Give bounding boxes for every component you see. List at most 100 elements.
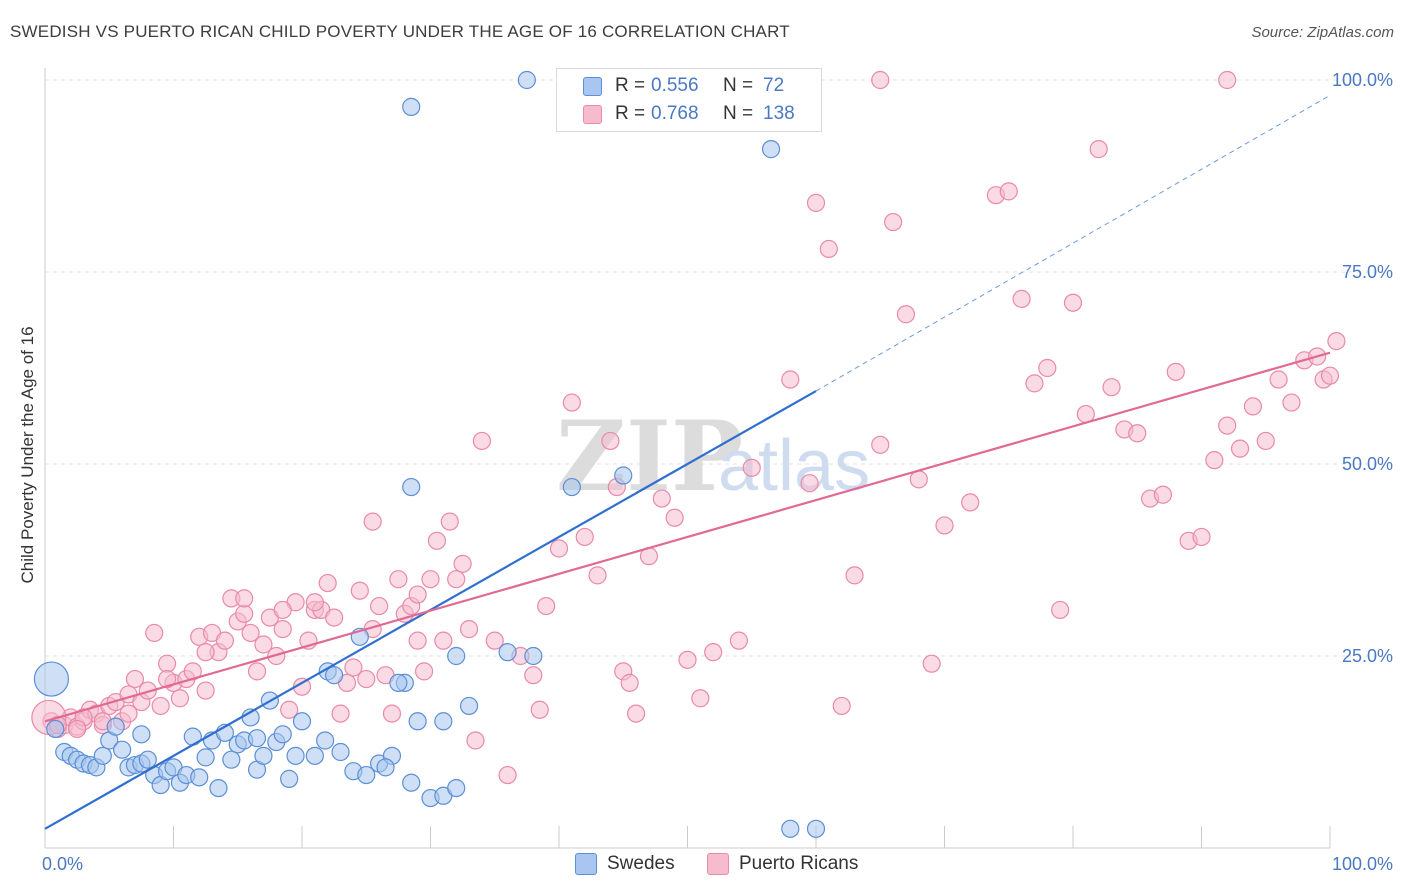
watermark-zip: ZIP [556, 400, 743, 513]
grid-lines [45, 79, 1390, 657]
puerto-ricans-point-121 [1205, 451, 1224, 470]
puerto-ricans-point-61 [434, 631, 453, 650]
swedes-point-48 [408, 712, 427, 731]
swedes-point-33 [254, 746, 273, 765]
swedes-legend-label: Swedes [607, 853, 675, 874]
swedes-point-10 [106, 717, 125, 736]
puerto-ricans-trend-line [44, 351, 1331, 723]
puerto-ricans-point-69 [498, 765, 517, 785]
puerto-ricans-point-107 [1025, 374, 1044, 393]
puerto-ricans-point-82 [626, 704, 646, 723]
puerto-ricans-point-105 [999, 182, 1018, 201]
puerto-ricans-point-144 [157, 669, 177, 689]
stats-legend: R = 0.556 N = 72 R = 0.768 N = 138 [556, 68, 822, 132]
swedes-point-36 [273, 725, 292, 744]
puerto-ricans-point-118 [1166, 362, 1185, 381]
puerto-ricans-point-58 [414, 662, 434, 681]
puerto-ricans-point-32 [247, 662, 267, 681]
puerto-ricans-point-44 [325, 608, 344, 627]
puerto-ricans-point-115 [1128, 424, 1147, 443]
puerto-ricans-point-30 [235, 604, 254, 623]
swedes-point-74 [402, 477, 421, 497]
swedes-point-28 [222, 750, 241, 769]
puerto-ricans-point-63 [447, 570, 466, 589]
puerto-ricans-point-95 [832, 696, 851, 716]
swedes-points [33, 70, 826, 838]
puerto-ricans-point-17 [151, 696, 170, 716]
swedes-point-51 [447, 778, 466, 798]
puerto-ricans-point-117 [1153, 485, 1173, 504]
puerto-ricans-point-31 [241, 623, 260, 643]
watermark: ZIP atlas [556, 400, 870, 513]
puerto-ricans-point-76 [575, 527, 594, 547]
puerto-ricans-point-145 [235, 589, 254, 608]
x-tick-label-0: 0.0% [42, 854, 83, 874]
puerto-ricans-point-60 [427, 531, 447, 550]
swedes-point-57 [459, 696, 479, 716]
puerto-ricans-point-78 [601, 431, 620, 451]
puerto-ricans-point-135 [363, 512, 382, 531]
puerto-ricans-point-137 [196, 643, 215, 662]
puerto-ricans-point-101 [922, 654, 941, 673]
puerto-ricans-point-108 [1038, 358, 1057, 378]
puerto-ricans-point-120 [1192, 527, 1211, 547]
swedes-point-15 [138, 750, 157, 769]
puerto-ricans-point-67 [472, 431, 491, 451]
legend-item-swedes[interactable]: Swedes [575, 852, 675, 876]
swedes-point-11 [112, 740, 132, 759]
puerto-ricans-point-45 [331, 704, 350, 723]
y-tick-label-1: 50.0% [1342, 454, 1393, 474]
puerto-ricans-point-142 [68, 719, 87, 739]
puerto-ricans-point-136 [273, 600, 292, 620]
swedes-point-44 [357, 765, 376, 785]
puerto-ricans-point-134 [1218, 70, 1237, 90]
puerto-ricans-point-112 [1089, 140, 1108, 159]
puerto-ricans-point-64 [453, 554, 472, 573]
puerto-ricans-point-132 [1327, 332, 1346, 351]
swedes-point-26 [209, 778, 228, 798]
puerto-ricans-point-123 [1230, 439, 1250, 458]
swedes-point-65 [389, 673, 408, 692]
swedes-point-53 [376, 758, 395, 777]
puerto-ricans-point-122 [1218, 416, 1237, 435]
puerto-ricans-point-106 [1012, 289, 1031, 308]
puerto-ricans-point-68 [485, 631, 504, 650]
puerto-ricans-point-87 [691, 689, 710, 708]
puerto-ricans-point-49 [357, 669, 376, 689]
puerto-ricans-point-124 [1243, 397, 1263, 416]
swedes-point-56 [434, 712, 453, 731]
swedes-n-value: 72 [763, 75, 785, 96]
puerto-ricans-point-51 [370, 596, 389, 616]
swedes-point-64 [447, 646, 466, 666]
y-tick-label-3: 100.0% [1332, 70, 1393, 90]
puerto-ricans-point-33 [254, 635, 273, 654]
puerto-ricans-point-81 [620, 673, 639, 692]
puerto-ricans-point-65 [459, 620, 479, 639]
puerto-ricans-point-131 [1320, 366, 1340, 385]
puerto-ricans-point-109 [1051, 600, 1070, 620]
tick-labels: 25.0% 50.0% 75.0% 100.0% 0.0% 100.0% [42, 70, 1393, 874]
puerto-ricans-point-146 [305, 593, 324, 612]
n-label: N = [723, 103, 754, 124]
swedes-point-52 [402, 773, 421, 792]
swedes-trend-extension [815, 94, 1331, 392]
puerto-ricans-point-18 [157, 654, 177, 673]
swedes-point-67 [247, 729, 267, 748]
swedes-r-value: 0.556 [651, 75, 699, 96]
swedes-point-71 [761, 140, 781, 159]
swedes-point-24 [196, 748, 215, 767]
legend-item-puerto-ricans[interactable]: Puerto Ricans [707, 852, 858, 876]
swedes-point-0 [33, 661, 70, 697]
puerto-ricans-point-57 [408, 585, 427, 604]
puerto-ricans-n-value: 138 [763, 103, 795, 124]
puerto-ricans-point-99 [896, 305, 916, 324]
puerto-ricans-point-16 [145, 623, 164, 643]
puerto-ricans-point-147 [408, 631, 427, 650]
puerto-ricans-point-93 [806, 193, 826, 212]
puerto-ricans-point-138 [119, 704, 138, 723]
swedes-point-66 [316, 731, 335, 750]
puerto-ricans-point-47 [344, 658, 363, 677]
swedes-legend-swatch [575, 853, 597, 875]
puerto-ricans-point-20 [170, 689, 190, 708]
puerto-ricans-point-43 [318, 573, 337, 593]
